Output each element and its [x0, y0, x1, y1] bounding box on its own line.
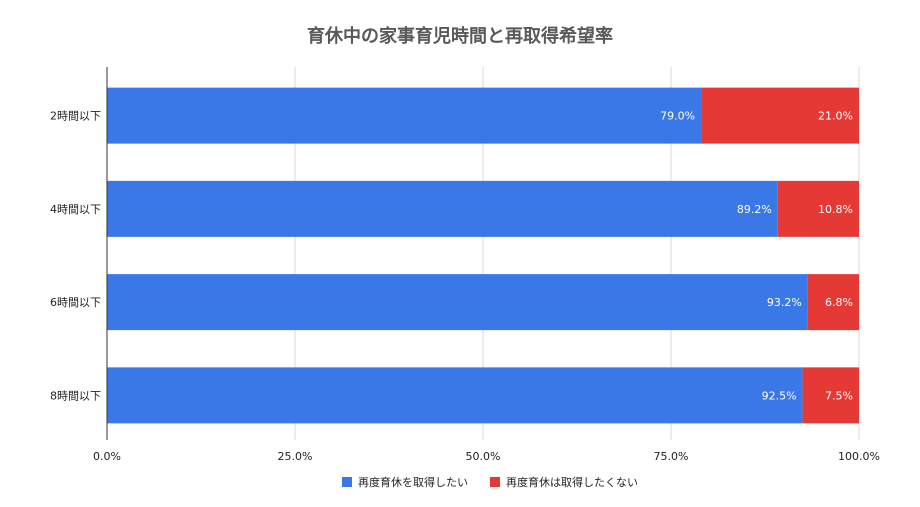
bar-segment — [107, 274, 808, 331]
legend-swatch — [342, 477, 352, 487]
bar-segment — [807, 274, 859, 331]
bar-segment — [107, 367, 803, 424]
category-label: 8時間以下 — [50, 389, 101, 402]
x-tick-label: 75.0% — [654, 450, 689, 463]
bar-data-label: 10.8% — [818, 203, 853, 216]
category-label: 4時間以下 — [50, 203, 101, 216]
bar-segment — [777, 180, 859, 237]
legend-label: 再度育休を取得したい — [358, 475, 468, 489]
bar-data-label: 92.5% — [762, 389, 797, 402]
bar-segment — [107, 87, 702, 144]
legend-label: 再度育休は取得したくない — [506, 475, 638, 489]
x-tick-label: 100.0% — [838, 450, 880, 463]
bar-segment — [107, 180, 778, 237]
x-tick-label: 0.0% — [93, 450, 121, 463]
legend: 再度育休を取得したい 再度育休は取得したくない — [342, 475, 638, 489]
category-label: 6時間以下 — [50, 296, 101, 309]
bar-data-label: 89.2% — [737, 203, 772, 216]
axes: 0.0% 25.0% 50.0% 75.0% 100.0% 2時間以下 4時間以下 6時間以下… — [50, 67, 880, 463]
x-tick-label: 50.0% — [466, 450, 501, 463]
bar-data-label: 6.8% — [825, 296, 853, 309]
bars: 79.0% 21.0% 89.2% 10.8% 93.2% 6.8% 92.5% 7.5% — [107, 87, 859, 424]
bar-data-label: 93.2% — [767, 296, 802, 309]
chart-title: 育休中の家事育児時間と再取得希望率 — [307, 25, 613, 47]
category-label: 2時間以下 — [50, 110, 101, 123]
x-tick-label: 25.0% — [278, 450, 313, 463]
bar-segment — [701, 87, 859, 144]
legend-swatch — [490, 477, 500, 487]
bar-data-label: 21.0% — [818, 110, 853, 123]
bar-segment — [802, 367, 859, 424]
bar-data-label: 7.5% — [825, 389, 853, 402]
bar-data-label: 79.0% — [660, 110, 695, 123]
